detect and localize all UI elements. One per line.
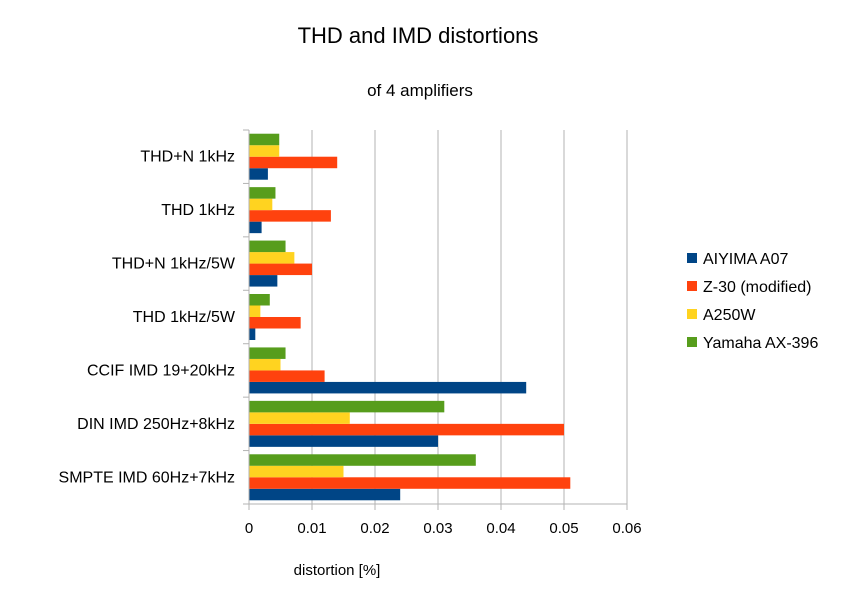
legend-swatch (687, 253, 697, 263)
bar (249, 477, 571, 489)
legend-label: AIYIMA A07 (703, 251, 788, 268)
legend-swatch (687, 337, 697, 347)
bar (249, 133, 280, 146)
x-tick-label: 0 (245, 520, 253, 537)
bar (249, 347, 286, 359)
axes (243, 129, 628, 510)
category-label: THD 1kHz/5W (133, 309, 236, 326)
bar (249, 156, 338, 169)
bar (249, 465, 344, 478)
bar (249, 454, 476, 466)
category-label: DIN IMD 250Hz+8kHz (77, 416, 235, 433)
bar (249, 145, 280, 157)
chart-subtitle: of 4 amplifiers (367, 81, 473, 100)
bar (249, 252, 295, 264)
legend-label: Yamaha AX-396 (703, 335, 818, 352)
category-label: CCIF IMD 19+20kHz (87, 362, 235, 379)
bar (249, 423, 564, 436)
category-label: THD+N 1kHz (140, 149, 235, 166)
bar (249, 294, 270, 306)
chart-title: THD and IMD distortions (298, 23, 539, 48)
bar (249, 400, 445, 413)
bar (249, 435, 438, 447)
bar (249, 305, 261, 317)
category-label: THD 1kHz (161, 202, 235, 219)
category-labels: THD+N 1kHz THD 1kHz THD+N 1kHz/5W THD 1kHz/… (59, 149, 236, 487)
legend-label: Z-30 (modified) (703, 279, 811, 296)
legend: AIYIMA A07 Z-30 (modified) A250W Yamaha AX-… (687, 251, 818, 352)
bar (249, 275, 278, 287)
bars (249, 133, 571, 501)
bar (249, 240, 286, 253)
category-label: THD+N 1kHz/5W (112, 256, 236, 273)
bar (249, 168, 268, 180)
bar (249, 328, 256, 340)
x-tick-label: 0.04 (486, 520, 515, 537)
x-axis-label: distortion [%] (294, 562, 381, 579)
x-tick-label: 0.06 (612, 520, 641, 537)
bar (249, 317, 301, 329)
category-label: SMPTE IMD 60Hz+7kHz (59, 469, 235, 486)
bar (249, 488, 401, 501)
bar (249, 210, 331, 222)
bar (249, 412, 350, 424)
tick-labels: 0 0.01 0.02 0.03 0.04 0.05 0.06 (245, 520, 642, 537)
x-tick-label: 0.05 (549, 520, 578, 537)
bar (249, 370, 325, 382)
x-tick-label: 0.02 (360, 520, 389, 537)
bar (249, 381, 527, 394)
bar (249, 187, 276, 199)
legend-swatch (687, 281, 697, 291)
bar (249, 263, 312, 276)
x-tick-label: 0.03 (423, 520, 452, 537)
bar (249, 358, 281, 371)
bar (249, 221, 262, 234)
x-tick-label: 0.01 (297, 520, 326, 537)
legend-swatch (687, 309, 697, 319)
legend-label: A250W (703, 307, 756, 324)
gridlines (311, 130, 628, 504)
bar (249, 198, 273, 211)
